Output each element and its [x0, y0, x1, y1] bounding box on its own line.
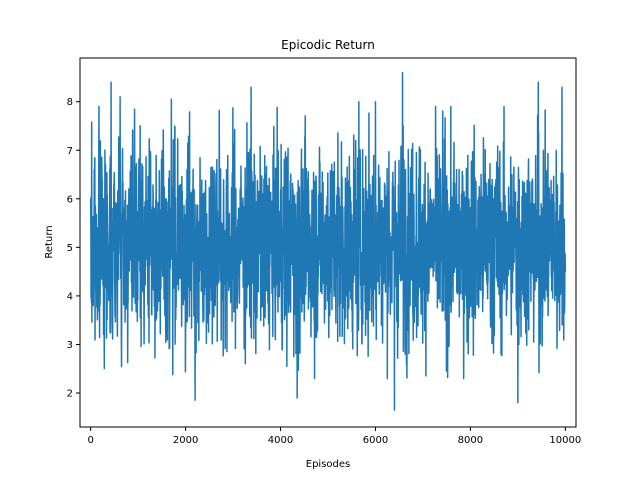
tick-layer: 0 2000 4000 6000 8000 10000 2 3 4 5 6 7 8 [67, 97, 582, 446]
plot-frame [79, 57, 577, 428]
y-tick-label: 3 [67, 340, 73, 351]
x-tick-label: 0 [87, 435, 93, 446]
x-tick-label: 6000 [363, 435, 388, 446]
y-tick-label: 7 [67, 146, 73, 157]
x-axis-label: Episodes [306, 459, 350, 470]
plot-area [89, 71, 567, 411]
y-tick-label: 6 [67, 194, 73, 205]
chart-title: Epicodic Return [281, 38, 375, 52]
y-tick-label: 5 [67, 243, 73, 254]
x-tick-label: 2000 [173, 435, 198, 446]
y-tick-label: 8 [67, 97, 73, 108]
y-tick-label: 4 [67, 291, 73, 302]
y-axis-label: Return [44, 225, 55, 258]
x-tick-label: 8000 [458, 435, 483, 446]
y-tick-label: 2 [67, 389, 73, 400]
x-tick-label: 10000 [549, 435, 581, 446]
x-tick-label: 4000 [268, 435, 293, 446]
series-line [89, 71, 567, 411]
